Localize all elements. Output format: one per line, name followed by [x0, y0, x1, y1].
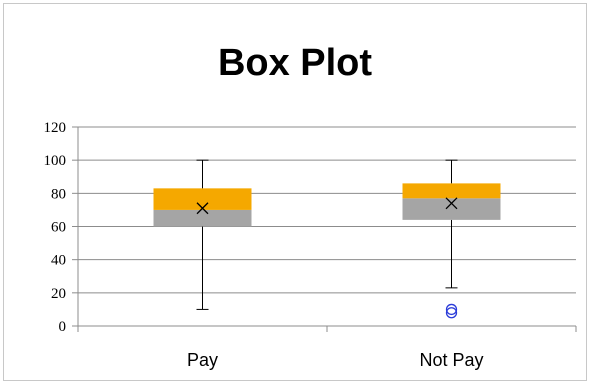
- category-label-pay: Pay: [187, 350, 218, 370]
- y-tick-label: 60: [51, 220, 66, 236]
- chart-title: Box Plot: [217, 42, 373, 84]
- lower-box-pay: [153, 209, 252, 227]
- upper-box-pay: [153, 188, 252, 210]
- y-tick-label: 80: [51, 186, 66, 202]
- mean-marker-not-pay: [445, 197, 458, 210]
- outlier-point-not-pay: [445, 303, 458, 316]
- y-tick-label: 100: [44, 153, 67, 169]
- outlier-point-not-pay: [445, 307, 458, 319]
- grid-layer: [78, 126, 576, 327]
- mean-marker-pay: [196, 202, 209, 215]
- category-label-not-pay: Not Pay: [419, 350, 483, 370]
- axis-layer: [72, 126, 577, 332]
- lower-box-not-pay: [402, 198, 501, 220]
- upper-box-not-pay: [402, 183, 501, 199]
- box-layer: [153, 159, 501, 319]
- y-tick-label: 40: [51, 253, 66, 269]
- label-layer: 0 20 40 60 80 100 120 Pay Not Pay: [44, 120, 484, 370]
- y-tick-label: 120: [44, 120, 67, 136]
- y-tick-label: 20: [51, 286, 66, 302]
- y-tick-label: 0: [59, 319, 67, 335]
